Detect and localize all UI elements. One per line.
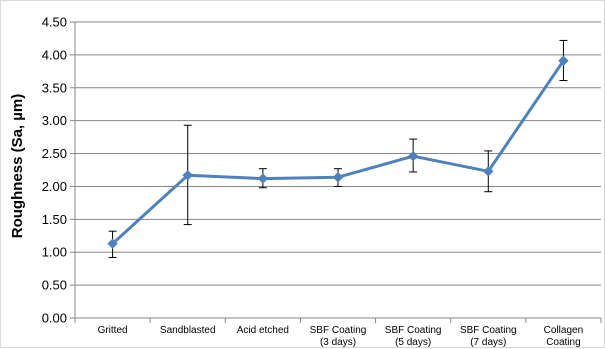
- x-tick-label: SBF Coating (3 days): [310, 325, 367, 348]
- x-tick-labels: Gritted Sandblasted Acid etched SBF Coating…: [98, 325, 584, 348]
- y-tick-label: 1.00: [42, 245, 67, 260]
- axes: [70, 21, 602, 323]
- gridlines: [75, 21, 601, 286]
- x-tick-label: Acid etched: [237, 325, 289, 336]
- data-point: [483, 166, 494, 177]
- x-tick-label: Collagen Coating: [544, 325, 583, 348]
- x-tick-label: Gritted: [98, 325, 128, 336]
- y-axis-title: Roughness (Sa, µm): [9, 94, 26, 239]
- error-bars: [108, 39, 568, 258]
- y-tick-label: 4.50: [42, 15, 67, 30]
- x-tick-label: Sandblasted: [160, 325, 216, 336]
- y-tick-label: 0.00: [42, 311, 67, 326]
- data-point: [107, 238, 118, 249]
- y-tick-label: 3.00: [42, 113, 67, 128]
- y-tick-label: 0.50: [42, 278, 67, 293]
- y-tick-label: 3.50: [42, 80, 67, 95]
- data-point: [407, 150, 419, 162]
- x-tick-label: SBF Coating (7 days): [460, 325, 517, 348]
- y-tick-labels: 0.00 0.50 1.00 1.50 2.00 2.50 3.00 3.50 4.00 4.50: [42, 15, 67, 326]
- data-point: [257, 173, 269, 184]
- y-tick-label: 2.50: [42, 146, 67, 161]
- data-points: [107, 55, 569, 249]
- data-point: [558, 55, 569, 67]
- y-tick-label: 2.00: [42, 179, 67, 194]
- data-point: [332, 172, 344, 183]
- x-tick-label: SBF Coating (5 days): [385, 325, 442, 348]
- y-tick-label: 4.00: [42, 47, 67, 62]
- y-tick-label: 1.50: [42, 212, 67, 227]
- data-point: [182, 170, 193, 181]
